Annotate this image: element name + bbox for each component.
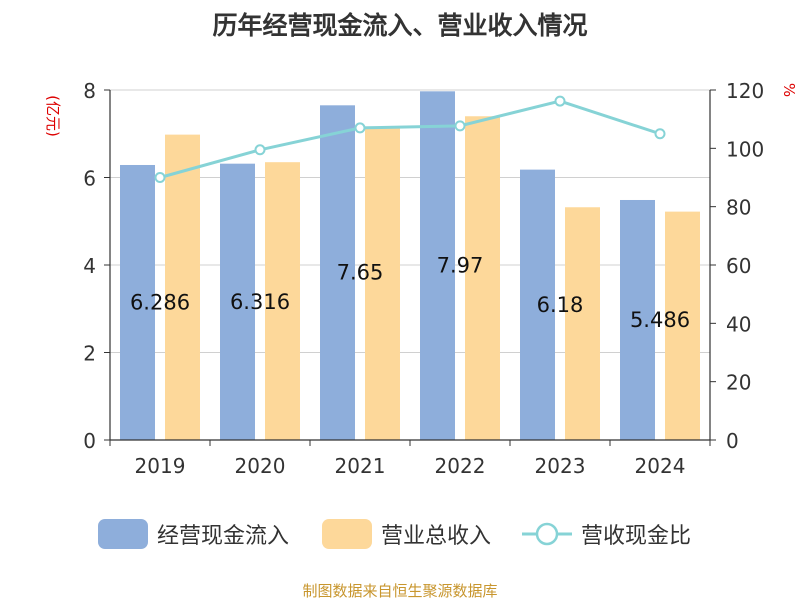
bar-revenue xyxy=(265,162,300,440)
legend-swatch-marker xyxy=(535,522,559,546)
data-label: 7.65 xyxy=(337,261,384,285)
ratio-point xyxy=(454,120,466,132)
right-axis-tick-label: 40 xyxy=(726,312,751,336)
ratio-point xyxy=(154,172,166,183)
legend-swatch xyxy=(322,519,372,549)
legend: 经营现金流入 营业总收入 营收现金比 xyxy=(98,519,691,549)
bars-layer xyxy=(120,91,700,441)
bar-revenue xyxy=(665,211,700,440)
bar-cash-inflow xyxy=(420,91,455,440)
x-axis-tick-label: 2020 xyxy=(235,454,286,478)
data-label: 5.486 xyxy=(630,308,690,332)
legend-label: 营收现金比 xyxy=(581,524,691,549)
source-note: 制图数据来自恒生聚源数据库 xyxy=(302,582,497,600)
ratio-point xyxy=(354,122,366,134)
left-axis-tick-label: 6 xyxy=(83,167,96,191)
right-axis-tick-label: 120 xyxy=(726,79,764,103)
data-label: 6.316 xyxy=(230,290,290,314)
left-axis-tick-label: 4 xyxy=(83,254,96,278)
ratio-point xyxy=(254,144,266,156)
bar-cash-inflow xyxy=(220,163,255,441)
x-axis-tick-label: 2023 xyxy=(535,454,586,478)
line-series-layer xyxy=(154,95,666,183)
x-axis-tick-label: 2021 xyxy=(335,454,386,478)
data-labels-layer: 6.286 6.316 7.65 7.97 6.18 5.486 xyxy=(130,254,690,332)
right-axis-tick-label: 0 xyxy=(726,429,739,453)
right-axis-tick-label: 20 xyxy=(726,371,751,395)
bar-revenue xyxy=(565,207,600,440)
x-axis-tick-label: 2022 xyxy=(435,454,486,478)
data-label: 6.286 xyxy=(130,290,190,314)
legend-label: 经营现金流入 xyxy=(157,524,289,549)
legend-swatch xyxy=(98,519,148,549)
ratio-point xyxy=(654,128,666,140)
data-label: 6.18 xyxy=(537,293,584,317)
legend-label: 营业总收入 xyxy=(381,524,491,549)
bar-cash-inflow xyxy=(520,169,555,440)
left-axis-unit: (亿元) xyxy=(44,95,62,137)
ratio-point xyxy=(554,95,566,107)
bar-cash-inflow xyxy=(320,105,355,440)
ratio-line xyxy=(159,99,661,179)
left-axis-tick-label: 2 xyxy=(83,342,96,366)
x-axis-tick-label: 2024 xyxy=(635,454,686,478)
right-axis-tick-label: 60 xyxy=(726,254,751,278)
right-axis-unit: % xyxy=(780,83,798,97)
left-axis-tick-label: 0 xyxy=(83,429,96,453)
left-axis-tick-label: 8 xyxy=(83,79,96,103)
bar-cash-inflow xyxy=(620,199,655,440)
chart-title: 历年经营现金流入、营业收入情况 xyxy=(212,11,587,40)
bar-cash-inflow xyxy=(120,164,155,441)
data-label: 7.97 xyxy=(437,254,484,278)
right-axis-tick-label: 80 xyxy=(726,196,751,220)
bar-revenue xyxy=(165,134,200,440)
x-axis-tick-label: 2019 xyxy=(135,454,186,478)
bar-revenue xyxy=(365,127,400,440)
bar-revenue xyxy=(465,116,500,440)
right-axis-tick-label: 100 xyxy=(726,137,764,161)
